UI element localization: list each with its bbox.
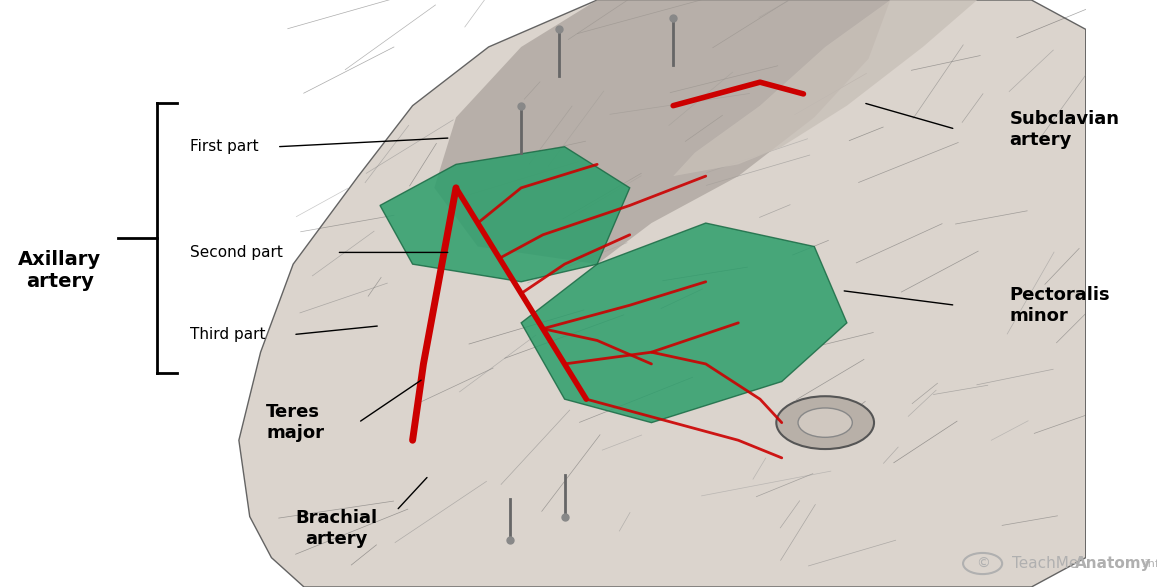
Text: Teres
major: Teres major: [266, 403, 324, 442]
Text: ©: ©: [975, 556, 989, 571]
Text: Anatomy: Anatomy: [1075, 556, 1151, 571]
Polygon shape: [434, 0, 891, 264]
Text: Axillary
artery: Axillary artery: [19, 249, 102, 291]
Text: TeachMe: TeachMe: [1012, 556, 1078, 571]
Polygon shape: [379, 147, 629, 282]
Polygon shape: [673, 0, 978, 176]
Circle shape: [776, 396, 874, 449]
Text: Third part: Third part: [190, 327, 265, 342]
Text: .info: .info: [1142, 558, 1157, 569]
Text: Second part: Second part: [190, 245, 282, 260]
Polygon shape: [238, 0, 1085, 587]
Circle shape: [798, 408, 853, 437]
Text: Pectoralis
minor: Pectoralis minor: [1010, 286, 1111, 325]
Text: First part: First part: [190, 139, 259, 154]
Text: Subclavian
artery: Subclavian artery: [1010, 110, 1120, 149]
Text: Brachial
artery: Brachial artery: [295, 509, 377, 548]
Polygon shape: [521, 223, 847, 423]
